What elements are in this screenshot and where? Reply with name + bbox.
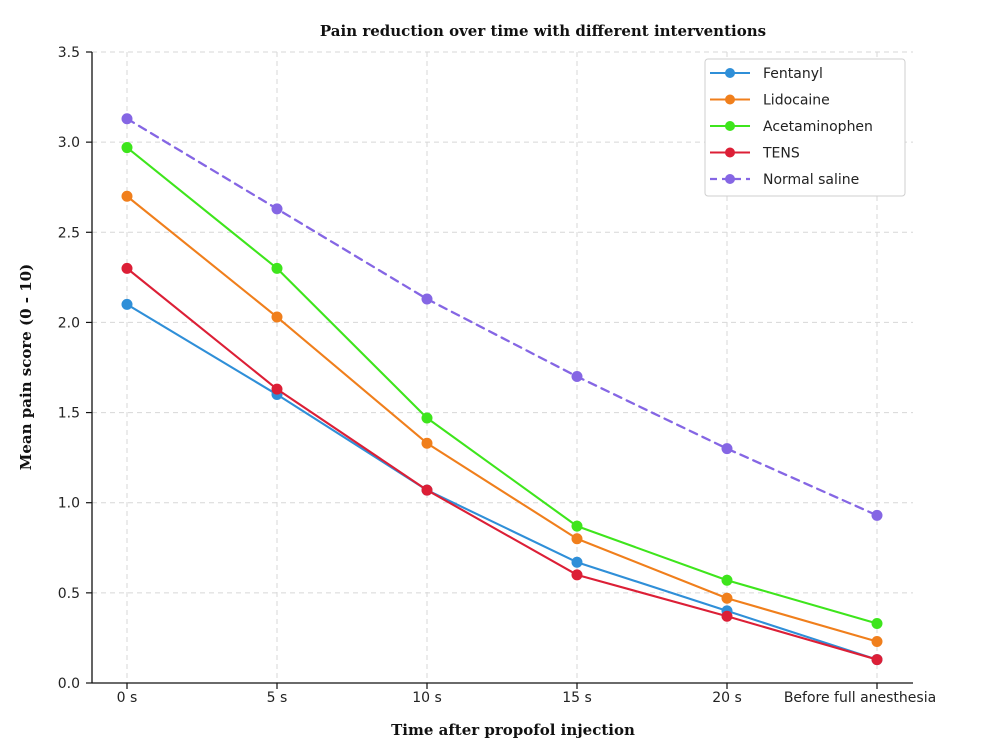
data-point-lidocaine bbox=[271, 311, 283, 323]
y-tick-label: 2.5 bbox=[58, 225, 80, 241]
legend-label-acetaminophen: Acetaminophen bbox=[763, 119, 873, 135]
data-point-tens bbox=[121, 262, 133, 274]
series-line-normal-saline bbox=[125, 117, 879, 517]
legend-marker-tens bbox=[725, 147, 735, 158]
y-tick-label: 3.0 bbox=[58, 135, 80, 151]
data-point-tens bbox=[721, 610, 733, 622]
y-tick-label: 1.0 bbox=[58, 496, 80, 512]
data-point-lidocaine bbox=[871, 636, 883, 648]
data-point-acetaminophen bbox=[271, 262, 283, 274]
data-point-normal-saline bbox=[121, 113, 133, 125]
data-point-lidocaine bbox=[571, 533, 583, 545]
series-line-tens bbox=[125, 267, 879, 661]
data-point-lidocaine bbox=[421, 437, 433, 449]
y-axis-ticks: 0.0 0.5 1.0 1.5 2.0 2.5 3.0 3.5 bbox=[58, 45, 92, 692]
y-tick-label: 0.5 bbox=[58, 586, 80, 602]
y-tick-label: 2.0 bbox=[58, 315, 80, 331]
data-point-tens bbox=[571, 569, 583, 581]
data-point-acetaminophen bbox=[421, 412, 433, 424]
x-tick-label: 5 s bbox=[267, 690, 288, 706]
y-tick-label: 3.5 bbox=[58, 45, 80, 61]
x-tick-label: 20 s bbox=[712, 690, 742, 706]
x-tick-label: 0 s bbox=[117, 690, 138, 706]
x-tick-label: 15 s bbox=[562, 690, 592, 706]
legend-marker-fentanyl bbox=[725, 68, 735, 78]
data-point-normal-saline bbox=[421, 293, 433, 305]
chart-title: Pain reduction over time with different … bbox=[320, 22, 766, 40]
legend-box bbox=[704, 58, 906, 197]
data-point-tens bbox=[421, 484, 433, 496]
data-point-acetaminophen bbox=[571, 520, 583, 532]
x-axis-ticks: 0 s 5 s 10 s 15 s 20 s Before full anesthesia bbox=[117, 683, 936, 706]
data-point-tens bbox=[871, 654, 883, 666]
data-point-acetaminophen bbox=[121, 142, 133, 154]
x-tick-label: Before full anesthesia bbox=[784, 690, 936, 706]
data-point-fentanyl bbox=[121, 298, 133, 310]
legend-marker-lidocaine bbox=[725, 94, 735, 105]
legend-label-fentanyl: Fentanyl bbox=[763, 66, 823, 82]
data-point-acetaminophen bbox=[721, 574, 733, 586]
legend-marker-acetaminophen bbox=[725, 121, 735, 131]
data-point-lidocaine bbox=[121, 190, 133, 202]
data-point-lidocaine bbox=[721, 592, 733, 604]
legend-label-lidocaine: Lidocaine bbox=[763, 93, 830, 109]
legend-label-tens: TENS bbox=[762, 146, 800, 162]
x-tick-label: 10 s bbox=[412, 690, 442, 706]
legend-label-normal-saline: Normal saline bbox=[763, 172, 859, 188]
data-point-fentanyl bbox=[571, 556, 583, 568]
data-point-normal-saline bbox=[271, 203, 283, 215]
series-layer bbox=[121, 113, 883, 666]
x-axis-label: Time after propofol injection bbox=[391, 721, 635, 739]
data-point-normal-saline bbox=[721, 443, 733, 455]
series-line-fentanyl bbox=[125, 303, 879, 661]
y-tick-label: 1.5 bbox=[58, 406, 80, 422]
legend-items: Fentanyl Lidocaine Acetaminophen TENS Normal… bbox=[710, 66, 873, 188]
data-point-acetaminophen bbox=[871, 618, 883, 630]
y-axis-label: Mean pain score (0 - 10) bbox=[17, 264, 35, 470]
legend-marker-normal-saline bbox=[725, 174, 735, 184]
data-point-normal-saline bbox=[871, 509, 883, 521]
series-line-acetaminophen bbox=[125, 146, 879, 625]
data-point-normal-saline bbox=[571, 371, 583, 383]
y-tick-label: 0.0 bbox=[58, 676, 80, 692]
series-line-lidocaine bbox=[125, 195, 879, 643]
legend: Fentanyl Lidocaine Acetaminophen TENS Normal… bbox=[704, 58, 906, 197]
data-point-tens bbox=[271, 383, 283, 395]
